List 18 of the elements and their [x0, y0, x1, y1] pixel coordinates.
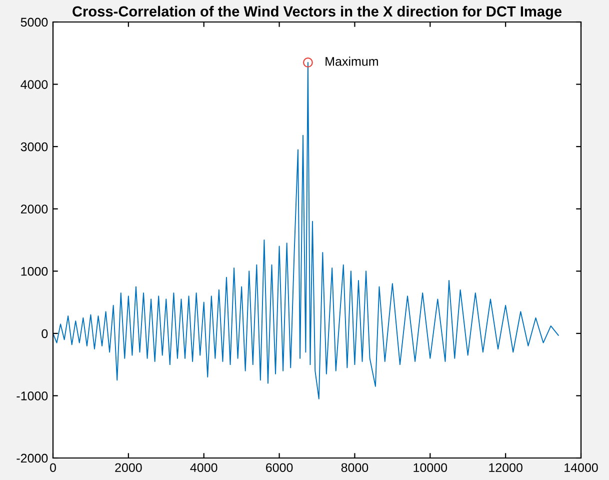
- y-tick-label: 0: [42, 329, 48, 338]
- x-tick-label: 0: [50, 463, 56, 472]
- x-tick-label: 6000: [266, 463, 293, 472]
- x-tick-label: 8000: [341, 463, 368, 472]
- x-tick-label: 10000: [414, 463, 448, 472]
- x-tick-label: 14000: [564, 463, 598, 472]
- x-tick-label: 12000: [489, 463, 522, 472]
- y-tick-label: 5000: [20, 18, 48, 27]
- y-tick-label: 4000: [20, 80, 48, 89]
- chart-title: Cross-Correlation of the Wind Vectors in the X direction for DCT Image: [72, 6, 562, 20]
- y-tick-label: 1000: [21, 266, 48, 276]
- x-tick-label: 2000: [115, 463, 142, 472]
- y-tick-label: -2000: [16, 454, 48, 463]
- y-tick-label: 3000: [20, 142, 48, 152]
- x-tick-label: 4000: [190, 463, 218, 472]
- y-tick-label: 2000: [20, 204, 48, 214]
- y-tick-label: -1000: [16, 392, 48, 400]
- annotation: Maximum: [326, 56, 378, 66]
